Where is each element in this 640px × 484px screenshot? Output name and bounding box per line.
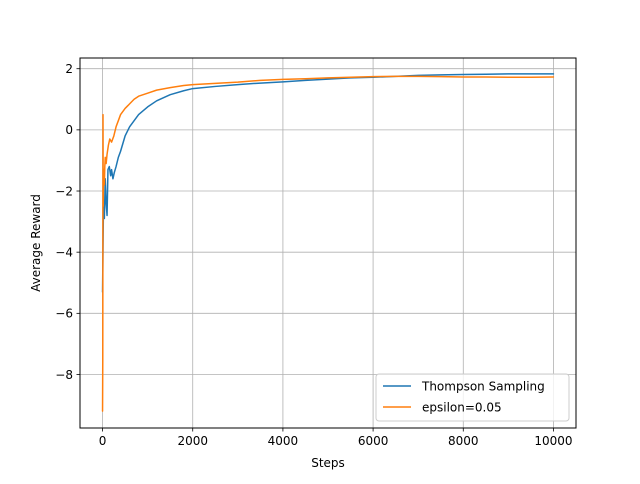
y-tick-label: −8 — [55, 368, 73, 382]
x-tick-label: 10000 — [534, 434, 572, 448]
tick-layer: 0 2000 4000 6000 8000 10000 −8 −6 −4 −2 0 2 — [55, 62, 572, 448]
y-tick-label: 0 — [65, 123, 73, 137]
x-tick-label: 0 — [99, 434, 107, 448]
legend-label-thompson-sampling: Thompson Sampling — [421, 380, 545, 394]
series-layer — [101, 73, 555, 412]
y-tick-label: 2 — [65, 62, 73, 76]
plot-area — [80, 58, 576, 428]
y-tick-label: −4 — [55, 245, 73, 259]
y-tick-label: −6 — [55, 307, 73, 321]
x-tick-label: 6000 — [358, 434, 389, 448]
legend-box — [375, 373, 570, 422]
grid-layer — [80, 58, 576, 428]
legend: Thompson Sampling epsilon=0.05 — [375, 373, 570, 422]
plot-frame — [79, 57, 577, 429]
y-axis-label: Average Reward — [29, 194, 43, 292]
x-tick-label: 4000 — [268, 434, 299, 448]
series-line-epsilon — [101, 75, 555, 412]
y-tick-label: −2 — [55, 184, 73, 198]
x-axis-label: Steps — [311, 456, 345, 470]
legend-label-epsilon: epsilon=0.05 — [422, 401, 502, 415]
x-tick-label: 8000 — [448, 434, 479, 448]
x-tick-label: 2000 — [177, 434, 208, 448]
